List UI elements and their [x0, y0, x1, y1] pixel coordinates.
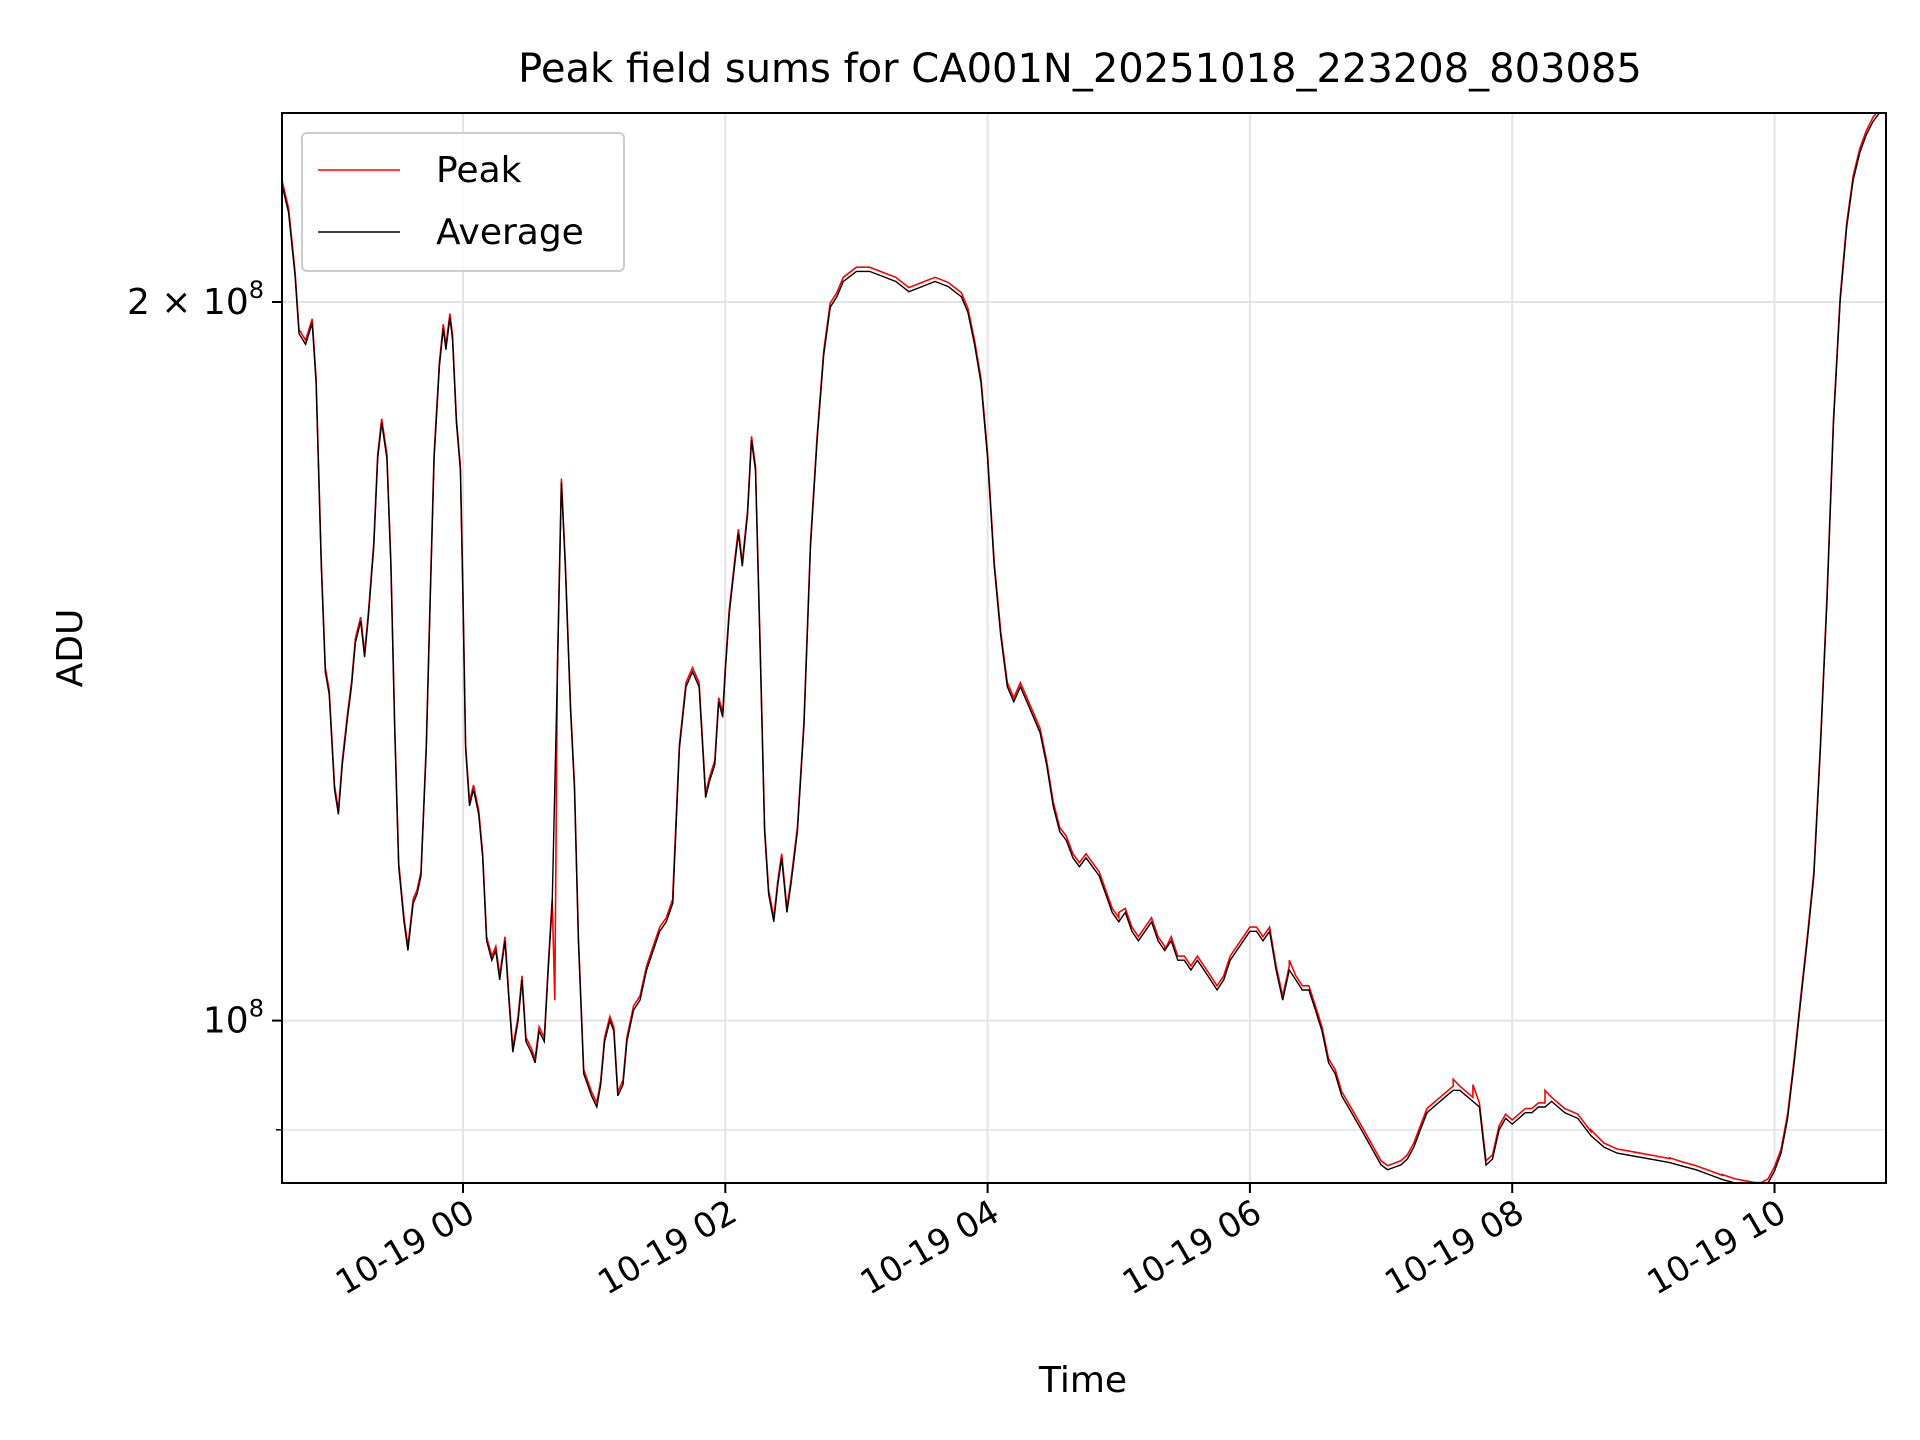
average-series-line: [282, 113, 1881, 1183]
plot-frame: [281, 112, 1887, 1184]
series-layer: [282, 113, 1881, 1183]
legend-average-label: Average: [436, 212, 584, 253]
y-axis-label: ADU: [50, 609, 91, 688]
y-tick-label-1: 108: [203, 995, 264, 1042]
gridlines: [282, 113, 1886, 1183]
chart-title: Peak field sums for CA001N_20251018_2232…: [518, 46, 1642, 92]
legend-box: [301, 132, 625, 272]
x-axis-label: Time: [1038, 1360, 1127, 1401]
y-tick-label-0: 2 × 108: [127, 276, 264, 323]
legend: Peak Average: [301, 132, 625, 272]
legend-peak-label: Peak: [436, 150, 522, 191]
